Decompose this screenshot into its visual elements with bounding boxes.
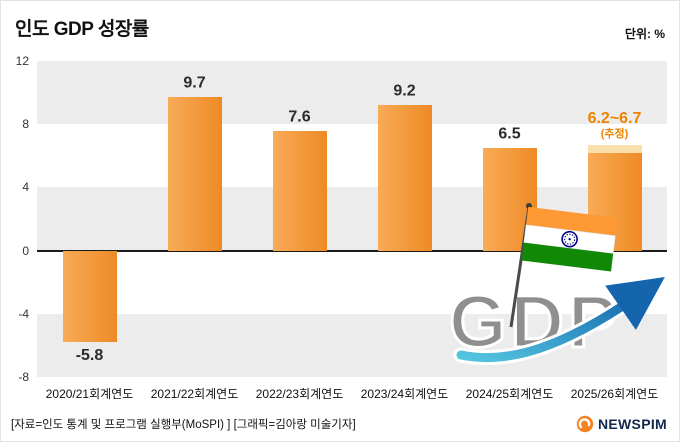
newspim-logo-text: NEWSPIM	[598, 416, 667, 432]
x-axis-label: 2025/26회계연도	[570, 387, 659, 401]
chart-bar	[167, 97, 222, 251]
x-axis-label: 2022/23회계연도	[255, 387, 344, 401]
bar-value-label: 9.7	[183, 74, 206, 92]
bar-value-label: 6.2~6.7 (추정)	[560, 110, 670, 141]
bar-value-label: -5.8	[75, 347, 104, 365]
newspim-logo-icon	[576, 415, 594, 433]
arrow-shaft	[456, 277, 665, 363]
ashoka-chakra-hub	[568, 237, 571, 241]
india-flag-illustration	[509, 203, 618, 328]
x-axis-label: 2020/21회계연도	[45, 387, 134, 401]
bar-value-label: 6.5	[498, 125, 521, 143]
flag-saffron-stripe	[526, 206, 618, 236]
y-axis-tick-label: -4	[18, 306, 29, 321]
y-axis-tick-label: 8	[22, 117, 29, 132]
growth-arrow	[453, 277, 665, 366]
y-axis-tick-label: 12	[15, 54, 29, 68]
estimate-note: (추정)	[600, 128, 629, 141]
x-axis-label: 2023/24회계연도	[360, 387, 449, 401]
chart-bar	[272, 130, 327, 251]
source-note: [자료=인도 통계 및 프로그램 실행부(MoSPI) ] [그래픽=김아랑 미…	[11, 419, 356, 431]
chart-bar	[377, 105, 432, 251]
footer: [자료=인도 통계 및 프로그램 실행부(MoSPI) ] [그래픽=김아랑 미…	[11, 415, 667, 433]
estimate-bar-segment	[587, 144, 642, 153]
y-axis-tick-label: 4	[22, 180, 29, 195]
x-axis-label: 2024/25회계연도	[465, 387, 554, 401]
page-title: 인도 GDP 성장률	[15, 19, 149, 40]
bar-value-label: 7.6	[288, 108, 311, 126]
ashoka-chakra	[561, 230, 578, 248]
chart-bar	[62, 250, 117, 343]
y-axis-tick-label: -8	[18, 370, 29, 384]
flag-green-stripe	[521, 242, 614, 272]
unit-label: 단위: %	[624, 27, 665, 41]
bar-value-label: 9.2	[393, 82, 416, 100]
plot-stripe	[37, 61, 667, 125]
y-axis-tick-label: 0	[22, 243, 29, 258]
newspim-logo: NEWSPIM	[576, 415, 667, 433]
x-axis-label: 2021/22회계연도	[150, 387, 239, 401]
zero-line	[37, 249, 667, 252]
